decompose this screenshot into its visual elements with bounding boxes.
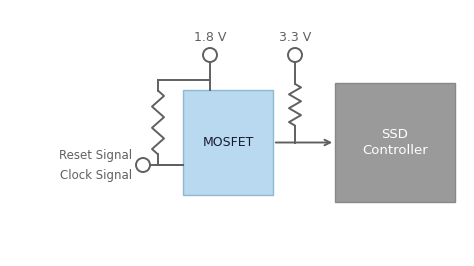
Text: SSD
Controller: SSD Controller (362, 128, 428, 156)
FancyBboxPatch shape (183, 90, 273, 195)
Text: Reset Signal: Reset Signal (59, 148, 132, 161)
Text: MOSFET: MOSFET (202, 136, 254, 149)
FancyBboxPatch shape (335, 83, 455, 202)
Text: 3.3 V: 3.3 V (279, 31, 311, 44)
Text: Clock Signal: Clock Signal (60, 168, 132, 181)
Text: 1.8 V: 1.8 V (194, 31, 226, 44)
